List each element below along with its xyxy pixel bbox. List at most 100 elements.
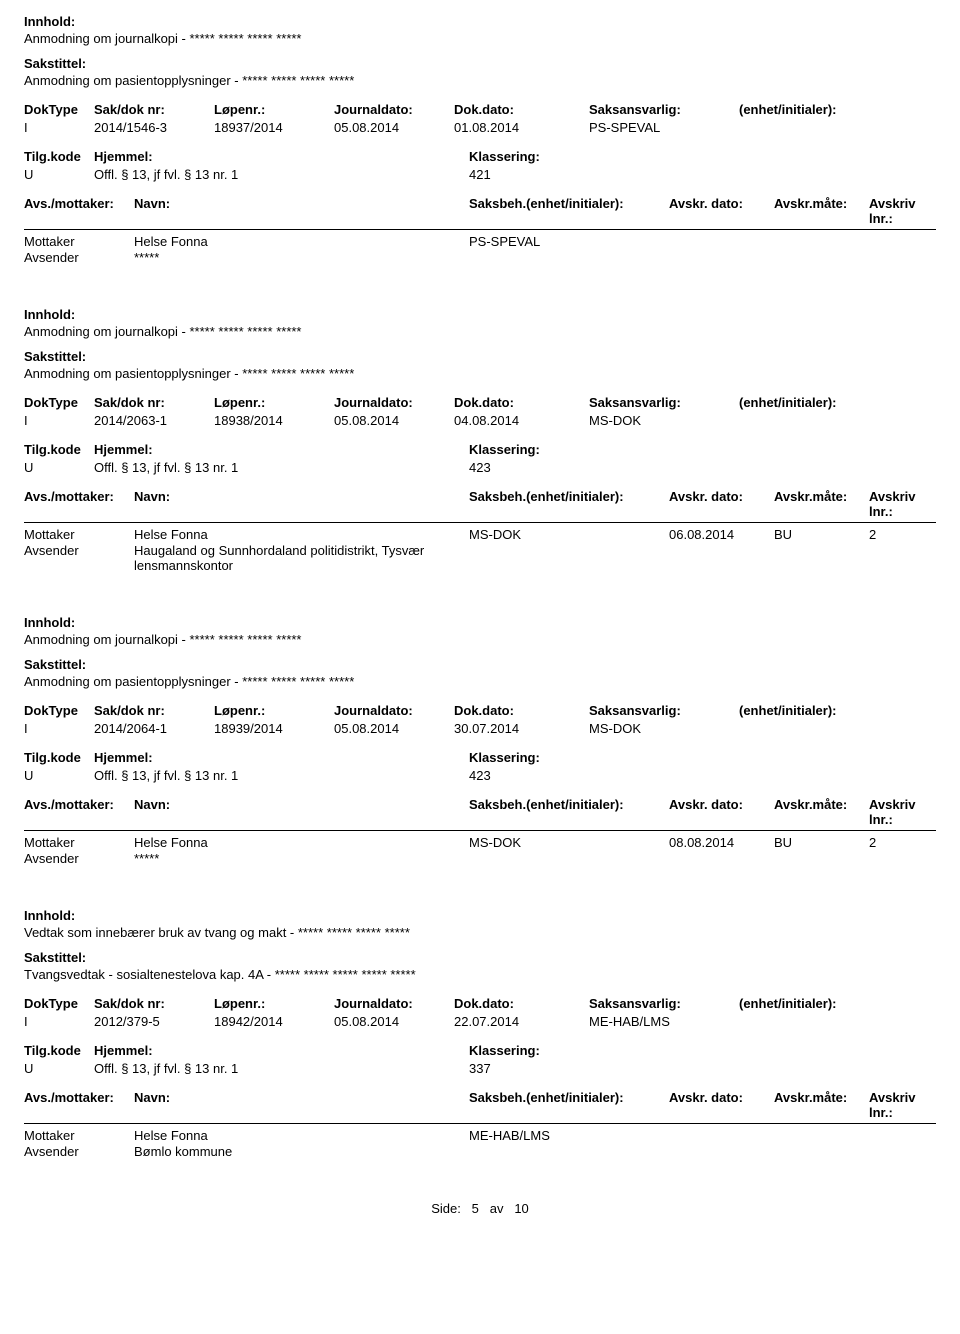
sakstittel-label: Sakstittel: xyxy=(24,349,936,364)
party-header-row: Avs./mottaker:Navn:Saksbeh.(enhet/initia… xyxy=(24,489,936,519)
main-value-row: I2014/2063-118938/201405.08.201404.08.20… xyxy=(24,413,936,428)
lopenr-value: 18939/2014 xyxy=(214,721,334,736)
navn-header: Navn: xyxy=(134,797,469,812)
lopenr-value: 18942/2014 xyxy=(214,1014,334,1029)
party-saksbeh: PS-SPEVAL xyxy=(469,234,669,249)
party-row: AvsenderBømlo kommune xyxy=(24,1144,936,1159)
dokdato-value: 01.08.2014 xyxy=(454,120,589,135)
party-row: Avsender***** xyxy=(24,250,936,265)
divider-line xyxy=(24,522,936,523)
party-role: Avsender xyxy=(24,851,134,866)
dokdato-header: Dok.dato: xyxy=(454,996,589,1011)
klassering-header: Klassering: xyxy=(469,442,936,457)
avskrlnr-header: Avskriv lnr.: xyxy=(869,797,936,827)
party-name: Helse Fonna xyxy=(134,527,469,542)
main-value-row: I2012/379-518942/201405.08.201422.07.201… xyxy=(24,1014,936,1029)
dokdato-header: Dok.dato: xyxy=(454,395,589,410)
enhet-header: (enhet/initialer): xyxy=(739,102,936,117)
innhold-text: Anmodning om journalkopi - ***** ***** *… xyxy=(24,632,936,647)
hjemmel-value-row: UOffl. § 13, jf fvl. § 13 nr. 1421 xyxy=(24,167,936,182)
avskrdato-header: Avskr. dato: xyxy=(669,1090,774,1105)
party-avskrdato: 08.08.2014 xyxy=(669,835,774,850)
hjemmel-value: Offl. § 13, jf fvl. § 13 nr. 1 xyxy=(94,1061,469,1076)
lopenr-value: 18938/2014 xyxy=(214,413,334,428)
sakdok-header: Sak/dok nr: xyxy=(94,102,214,117)
tilgkode-header: Tilg.kode xyxy=(24,750,94,765)
navn-header: Navn: xyxy=(134,1090,469,1105)
klassering-value: 423 xyxy=(469,460,936,475)
lopenr-header: Løpenr.: xyxy=(214,395,334,410)
hjemmel-value-row: UOffl. § 13, jf fvl. § 13 nr. 1337 xyxy=(24,1061,936,1076)
tilgkode-value: U xyxy=(24,1061,94,1076)
innhold-text: Anmodning om journalkopi - ***** ***** *… xyxy=(24,324,936,339)
saksansvar-header: Saksansvarlig: xyxy=(589,703,739,718)
dokdato-value: 04.08.2014 xyxy=(454,413,589,428)
party-name: Haugaland og Sunnhordaland politidistrik… xyxy=(134,543,469,573)
hjemmel-value-row: UOffl. § 13, jf fvl. § 13 nr. 1423 xyxy=(24,768,936,783)
klassering-value: 423 xyxy=(469,768,936,783)
lopenr-header: Løpenr.: xyxy=(214,703,334,718)
saksansvar-value: MS-DOK xyxy=(589,721,739,736)
avskrmate-header: Avskr.måte: xyxy=(774,196,869,211)
journaldato-value: 05.08.2014 xyxy=(334,721,454,736)
page-footer: Side: 5 av 10 xyxy=(24,1201,936,1216)
avskrlnr-header: Avskriv lnr.: xyxy=(869,196,936,226)
klassering-header: Klassering: xyxy=(469,1043,936,1058)
footer-sep: av xyxy=(490,1201,504,1216)
sakdok-header: Sak/dok nr: xyxy=(94,395,214,410)
journal-record: Innhold:Anmodning om journalkopi - *****… xyxy=(24,14,936,265)
avskrlnr-header: Avskriv lnr.: xyxy=(869,489,936,519)
innhold-label: Innhold: xyxy=(24,615,936,630)
doktype-value: I xyxy=(24,120,94,135)
hjemmel-header-row: Tilg.kodeHjemmel:Klassering: xyxy=(24,1043,936,1058)
party-role: Avsender xyxy=(24,250,134,265)
doktype-value: I xyxy=(24,1014,94,1029)
sakstittel-label: Sakstittel: xyxy=(24,56,936,71)
journaldato-header: Journaldato: xyxy=(334,996,454,1011)
tilgkode-header: Tilg.kode xyxy=(24,149,94,164)
journaldato-value: 05.08.2014 xyxy=(334,120,454,135)
sakdok-header: Sak/dok nr: xyxy=(94,996,214,1011)
party-name: Helse Fonna xyxy=(134,234,469,249)
footer-total: 10 xyxy=(514,1201,528,1216)
party-row: MottakerHelse FonnaPS-SPEVAL xyxy=(24,234,936,249)
tilgkode-value: U xyxy=(24,167,94,182)
avsmottaker-header: Avs./mottaker: xyxy=(24,489,134,504)
saksansvar-value: ME-HAB/LMS xyxy=(589,1014,739,1029)
doktype-header: DokType xyxy=(24,395,94,410)
avskrmate-header: Avskr.måte: xyxy=(774,797,869,812)
journal-record: Innhold:Vedtak som innebærer bruk av tva… xyxy=(24,908,936,1159)
hjemmel-header: Hjemmel: xyxy=(94,442,469,457)
dokdato-header: Dok.dato: xyxy=(454,102,589,117)
party-name: Helse Fonna xyxy=(134,835,469,850)
sakstittel-text: Anmodning om pasientopplysninger - *****… xyxy=(24,366,936,381)
saksbeh-header: Saksbeh.(enhet/initialer): xyxy=(469,196,669,211)
sakstittel-text: Tvangsvedtak - sosialtenestelova kap. 4A… xyxy=(24,967,936,982)
innhold-label: Innhold: xyxy=(24,307,936,322)
main-value-row: I2014/1546-318937/201405.08.201401.08.20… xyxy=(24,120,936,135)
party-saksbeh: ME-HAB/LMS xyxy=(469,1128,669,1143)
doktype-header: DokType xyxy=(24,996,94,1011)
saksansvar-header: Saksansvarlig: xyxy=(589,395,739,410)
divider-line xyxy=(24,830,936,831)
tilgkode-header: Tilg.kode xyxy=(24,442,94,457)
sakdok-value: 2014/2063-1 xyxy=(94,413,214,428)
footer-page: 5 xyxy=(472,1201,479,1216)
main-header-row: DokTypeSak/dok nr:Løpenr.:Journaldato:Do… xyxy=(24,102,936,117)
party-avskrlnr: 2 xyxy=(869,835,936,850)
enhet-header: (enhet/initialer): xyxy=(739,703,936,718)
enhet-header: (enhet/initialer): xyxy=(739,395,936,410)
saksansvar-header: Saksansvarlig: xyxy=(589,102,739,117)
party-row: MottakerHelse FonnaME-HAB/LMS xyxy=(24,1128,936,1143)
saksansvar-value: MS-DOK xyxy=(589,413,739,428)
klassering-value: 337 xyxy=(469,1061,936,1076)
hjemmel-header: Hjemmel: xyxy=(94,149,469,164)
records-container: Innhold: Anmodning om journalkopi - *****… xyxy=(24,14,936,1159)
journaldato-value: 05.08.2014 xyxy=(334,1014,454,1029)
navn-header: Navn: xyxy=(134,196,469,211)
hjemmel-value-row: UOffl. § 13, jf fvl. § 13 nr. 1423 xyxy=(24,460,936,475)
hjemmel-value: Offl. § 13, jf fvl. § 13 nr. 1 xyxy=(94,768,469,783)
sakstittel-label: Sakstittel: xyxy=(24,657,936,672)
journaldato-value: 05.08.2014 xyxy=(334,413,454,428)
party-row: AvsenderHaugaland og Sunnhordaland polit… xyxy=(24,543,936,573)
